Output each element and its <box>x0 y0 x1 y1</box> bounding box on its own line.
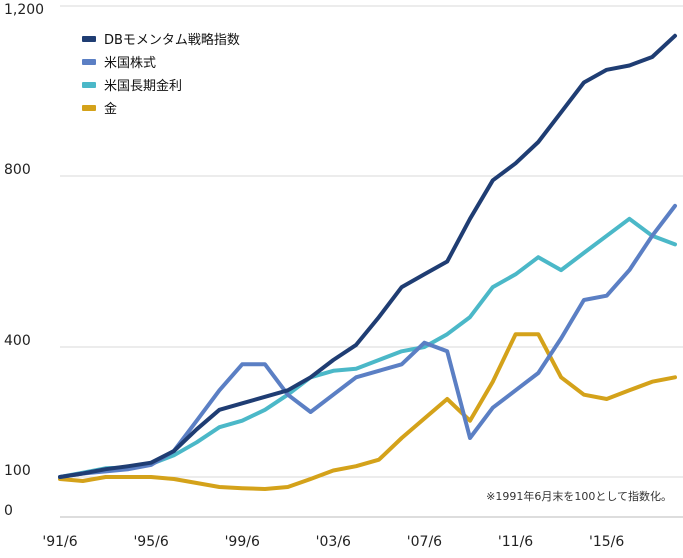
legend-label: DBモメンタム戦略指数 <box>104 32 240 48</box>
series-line <box>58 216 677 479</box>
legend-swatch <box>82 105 96 111</box>
x-tick-label: '03/6 <box>316 534 351 550</box>
legend-swatch <box>82 82 96 88</box>
y-tick-label: 800 <box>4 162 31 178</box>
series-lines <box>58 33 677 491</box>
y-tick-label: 100 <box>4 463 31 479</box>
series-line <box>58 33 677 479</box>
y-tick-label: 1,200 <box>4 2 44 18</box>
x-tick-label: '91/6 <box>42 534 77 550</box>
y-axis-ticks: 0 100 400 800 1,200 <box>4 2 44 519</box>
x-tick-label: '07/6 <box>407 534 442 550</box>
legend-label: 金 <box>104 101 117 117</box>
x-tick-label: '99/6 <box>225 534 260 550</box>
legend-swatch <box>82 59 96 65</box>
legend-swatch <box>82 36 96 42</box>
x-tick-label: '15/6 <box>589 534 624 550</box>
legend-label: 米国株式 <box>104 56 156 71</box>
series-line <box>58 332 677 491</box>
x-tick-label: '95/6 <box>133 534 168 550</box>
series-line <box>58 203 677 479</box>
x-tick-label: '11/6 <box>498 534 533 550</box>
y-tick-label: 400 <box>4 333 31 349</box>
legend-label: 米国長期金利 <box>104 78 182 94</box>
chart-note: ※1991年6月末を100として指数化。 <box>486 489 672 503</box>
y-tick-label: 0 <box>4 503 13 519</box>
x-axis-ticks: '91/6 '95/6 '99/6 '03/6 '07/6 '11/6 '15/6 <box>42 534 624 550</box>
